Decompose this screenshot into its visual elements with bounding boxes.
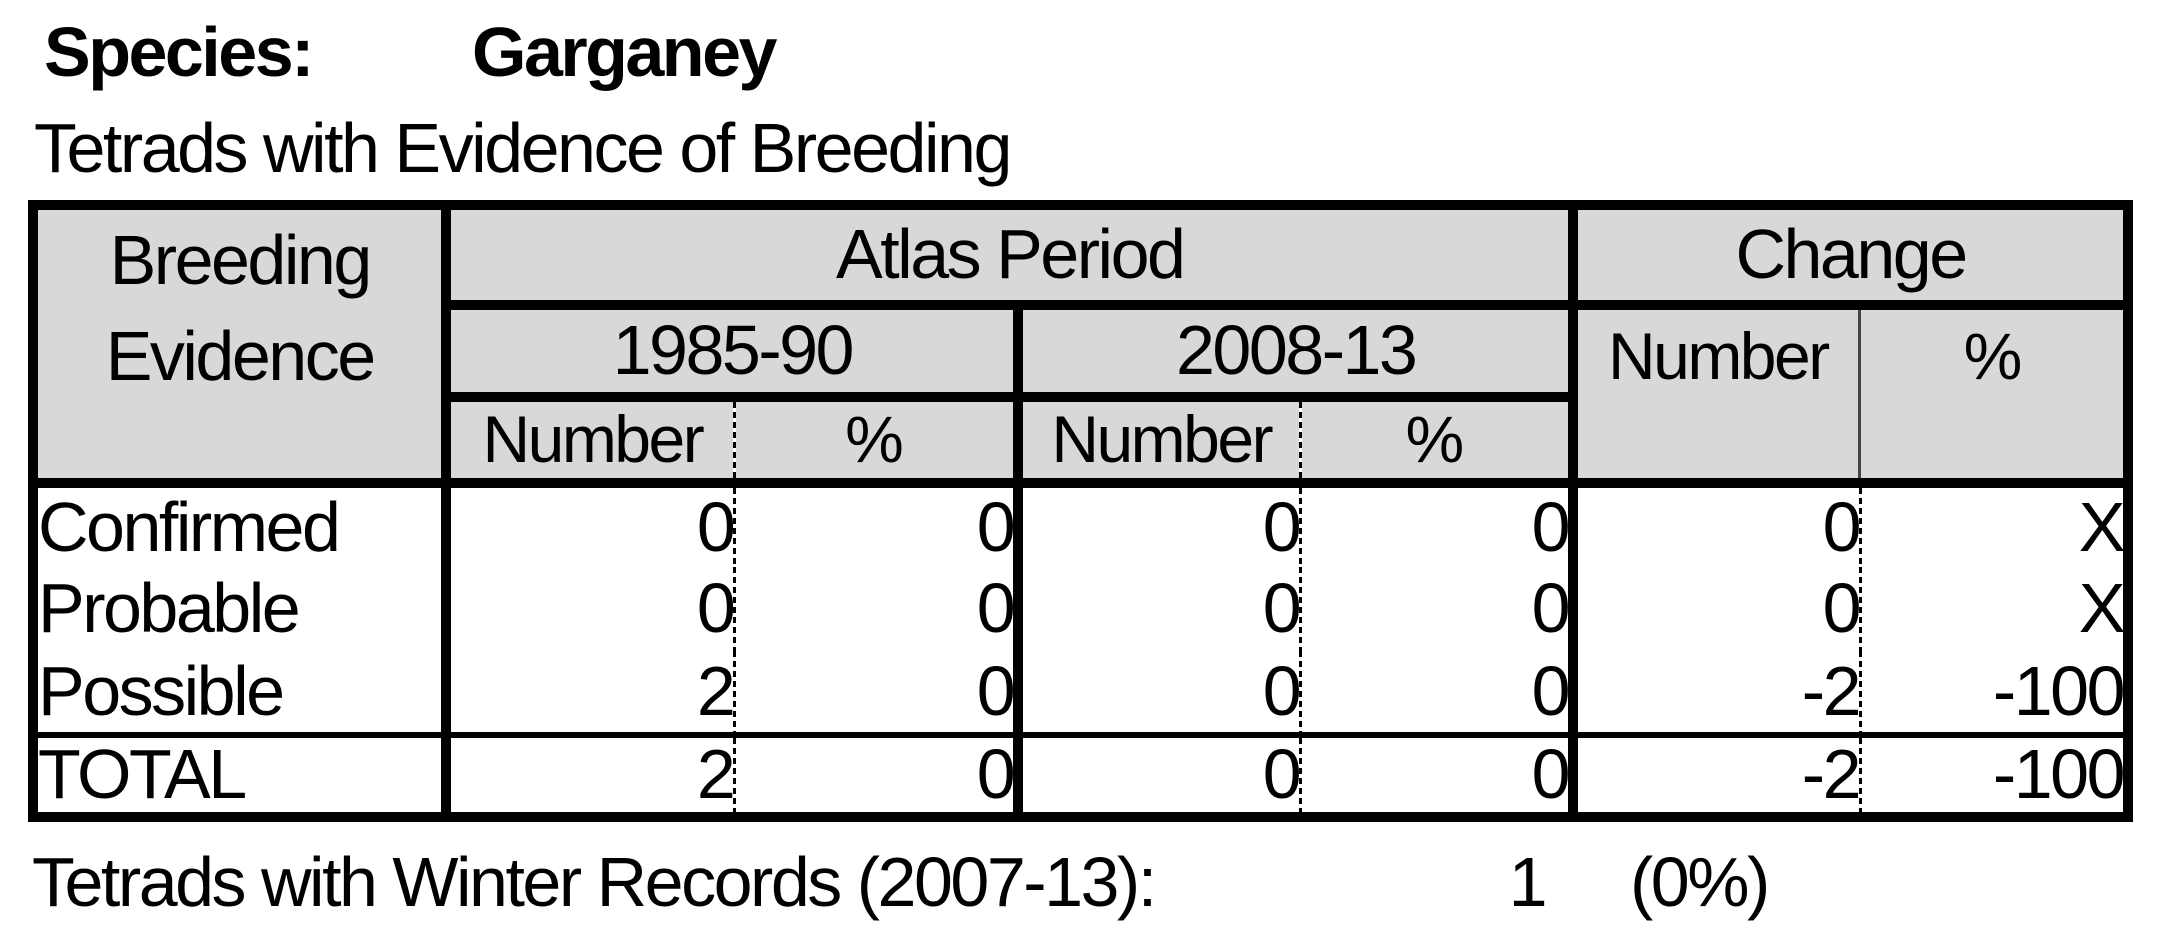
- col-header-change: Change: [1573, 205, 2128, 310]
- cell-1985-number: 2: [446, 732, 734, 817]
- cell-change-number: -2: [1801, 651, 1860, 730]
- cell-1985-percent: 0: [733, 483, 1024, 567]
- breeding-evidence-line1: Breeding: [109, 221, 373, 299]
- col-header-1985-percent: %: [733, 397, 1024, 488]
- cell-change-number: -2: [1573, 732, 1860, 817]
- table-row-total: TOTAL 2 0 0 0 -2 -100: [33, 732, 2128, 817]
- col-header-2008-percent: %: [1299, 397, 1579, 488]
- col-header-change-percent: %: [1857, 305, 2128, 488]
- cell-2008-number: 0: [1262, 569, 1300, 648]
- row-label: Probable: [33, 567, 452, 651]
- cell-2008-number: 0: [1262, 487, 1300, 566]
- header-row-3: Number % Number %: [33, 397, 2128, 488]
- cell-1985-percent: 0: [733, 732, 1024, 817]
- breeding-evidence-table: Breeding Evidence Atlas Period Change 19…: [28, 200, 2133, 822]
- header-row-2: 1985-90 2008-13 Number %: [33, 305, 2128, 488]
- row-label: TOTAL: [33, 732, 452, 817]
- cell-2008-number: 0: [1018, 732, 1300, 817]
- cell-1985-percent: 0: [733, 651, 1024, 735]
- winter-records-percent: (0%): [1630, 843, 1770, 921]
- cell-1985-number: 0: [696, 487, 734, 566]
- col-header-period-2008-13: 2008-13: [1018, 305, 1579, 402]
- winter-records-count: 1: [1508, 843, 1548, 921]
- col-header-period-1985-90: 1985-90: [446, 305, 1024, 402]
- species-label: Species:: [44, 13, 314, 91]
- cell-1985-number: 2: [696, 651, 734, 730]
- table-subtitle: Tetrads with Evidence of Breeding: [34, 109, 1012, 187]
- table-row-confirmed: Confirmed 0 0 0 0 0 X: [33, 483, 2128, 567]
- cell-change-number: 0: [1822, 569, 1860, 648]
- breeding-evidence-line2: Evidence: [105, 317, 376, 395]
- cell-1985-percent: 0: [733, 567, 1024, 651]
- table-row-possible: Possible 2 0 0 0 -2 -100: [33, 651, 2128, 735]
- col-header-change-number: Number: [1573, 305, 1860, 488]
- cell-2008-percent: 0: [1299, 567, 1579, 651]
- species-name: Garganey: [472, 13, 777, 91]
- cell-change-percent: -100: [1859, 732, 2128, 817]
- row-label: Possible: [33, 651, 452, 735]
- winter-records-label: Tetrads with Winter Records (2007-13):: [32, 843, 1157, 921]
- cell-2008-percent: 0: [1299, 732, 1579, 817]
- header-row-1: Breeding Evidence Atlas Period Change: [33, 205, 2128, 488]
- table-row-probable: Probable 0 0 0 0 0 X: [33, 567, 2128, 651]
- cell-change-percent: X: [1859, 483, 2128, 567]
- cell-2008-percent: 0: [1299, 651, 1579, 735]
- row-label: Confirmed: [33, 483, 452, 567]
- cell-change-number: 0: [1822, 487, 1860, 566]
- cell-change-percent: -100: [1859, 651, 2128, 735]
- col-header-breeding-evidence: Breeding Evidence: [33, 205, 452, 488]
- cell-2008-number: 0: [1262, 651, 1300, 730]
- cell-2008-percent: 0: [1299, 483, 1579, 567]
- col-header-1985-number: Number: [446, 397, 734, 488]
- cell-1985-number: 0: [696, 569, 734, 648]
- col-header-2008-number: Number: [1018, 397, 1300, 488]
- col-header-atlas-period: Atlas Period: [446, 205, 1579, 310]
- cell-change-percent: X: [1859, 567, 2128, 651]
